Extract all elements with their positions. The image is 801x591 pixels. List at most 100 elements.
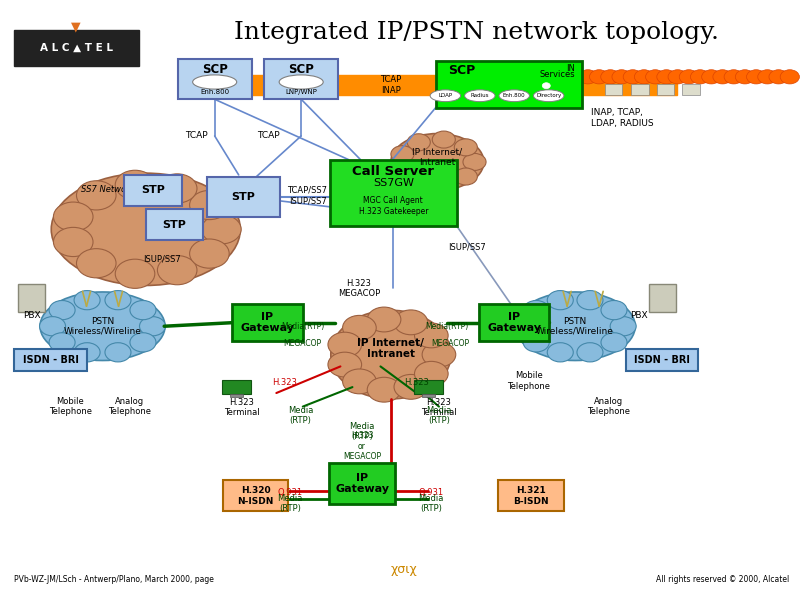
Circle shape xyxy=(690,70,710,84)
Circle shape xyxy=(190,190,229,220)
Circle shape xyxy=(758,70,777,84)
Circle shape xyxy=(49,333,75,352)
Ellipse shape xyxy=(430,90,461,102)
FancyBboxPatch shape xyxy=(649,284,676,312)
Text: Media(RTP): Media(RTP) xyxy=(425,322,469,332)
Circle shape xyxy=(433,131,455,148)
Circle shape xyxy=(646,70,665,84)
Circle shape xyxy=(657,70,676,84)
Text: SS7GW: SS7GW xyxy=(372,178,414,189)
Text: PBX: PBX xyxy=(630,311,648,320)
FancyBboxPatch shape xyxy=(605,84,622,95)
Circle shape xyxy=(668,70,687,84)
Text: TCAP: TCAP xyxy=(257,131,280,141)
FancyBboxPatch shape xyxy=(498,480,564,511)
Text: Mobile
Telephone: Mobile Telephone xyxy=(49,397,92,416)
Circle shape xyxy=(49,300,75,320)
Text: IN: IN xyxy=(566,64,575,73)
Text: PBX: PBX xyxy=(23,311,41,320)
Circle shape xyxy=(414,323,448,348)
FancyBboxPatch shape xyxy=(178,59,252,99)
Text: Q.931: Q.931 xyxy=(418,488,444,498)
Text: ISUP/SS7: ISUP/SS7 xyxy=(143,254,181,264)
Text: Media(RTP): Media(RTP) xyxy=(281,322,324,332)
Text: TCAP: TCAP xyxy=(185,131,207,141)
Circle shape xyxy=(407,173,430,190)
FancyBboxPatch shape xyxy=(14,349,87,371)
Circle shape xyxy=(454,168,477,185)
Circle shape xyxy=(523,333,549,352)
Text: STP: STP xyxy=(231,192,256,202)
Text: SCP: SCP xyxy=(448,64,475,77)
Circle shape xyxy=(394,375,428,400)
Circle shape xyxy=(105,343,131,362)
Text: Enh.800: Enh.800 xyxy=(503,93,525,98)
Text: LNP/WNP: LNP/WNP xyxy=(285,89,317,95)
FancyBboxPatch shape xyxy=(230,394,243,397)
FancyBboxPatch shape xyxy=(222,380,251,394)
Circle shape xyxy=(590,70,609,84)
Circle shape xyxy=(610,317,636,336)
Text: Radius: Radius xyxy=(470,93,489,98)
Ellipse shape xyxy=(280,75,323,89)
Circle shape xyxy=(433,176,455,193)
Text: Media
(RTP): Media (RTP) xyxy=(418,494,444,513)
Text: ▼: ▼ xyxy=(71,20,81,33)
FancyBboxPatch shape xyxy=(196,75,677,95)
Circle shape xyxy=(547,343,574,362)
Circle shape xyxy=(115,170,155,199)
Circle shape xyxy=(394,310,428,335)
Circle shape xyxy=(367,377,400,402)
Circle shape xyxy=(547,291,574,310)
Text: SCP: SCP xyxy=(288,63,314,76)
FancyBboxPatch shape xyxy=(264,59,338,99)
Circle shape xyxy=(328,352,361,377)
Circle shape xyxy=(422,342,456,367)
Circle shape xyxy=(514,317,540,336)
Circle shape xyxy=(74,343,100,362)
Text: SS7 Network: SS7 Network xyxy=(81,184,134,194)
Text: TCAP/SS7: TCAP/SS7 xyxy=(287,186,327,195)
Text: H.323
MEGACOP: H.323 MEGACOP xyxy=(338,279,380,298)
FancyBboxPatch shape xyxy=(479,304,549,341)
Circle shape xyxy=(414,361,448,386)
Circle shape xyxy=(74,291,100,310)
Text: ISUP/SS7: ISUP/SS7 xyxy=(448,242,486,252)
Text: MEGACOP: MEGACOP xyxy=(431,339,469,349)
Circle shape xyxy=(454,139,477,156)
Circle shape xyxy=(54,228,93,256)
FancyBboxPatch shape xyxy=(223,480,288,511)
Circle shape xyxy=(343,369,376,394)
Circle shape xyxy=(601,70,620,84)
FancyBboxPatch shape xyxy=(414,380,443,394)
Circle shape xyxy=(747,70,766,84)
Circle shape xyxy=(679,70,698,84)
Ellipse shape xyxy=(331,310,451,399)
Circle shape xyxy=(190,239,229,268)
Text: All rights reserved © 2000, Alcatel: All rights reserved © 2000, Alcatel xyxy=(656,575,789,584)
Text: Mobile
Telephone: Mobile Telephone xyxy=(507,372,550,391)
Circle shape xyxy=(577,343,603,362)
Circle shape xyxy=(391,161,414,178)
Ellipse shape xyxy=(515,292,635,361)
Ellipse shape xyxy=(40,292,165,361)
Text: Services: Services xyxy=(540,70,575,79)
Ellipse shape xyxy=(193,75,237,89)
Text: Q.931: Q.931 xyxy=(277,488,303,498)
Circle shape xyxy=(130,300,156,320)
Text: TCAP
INAP: TCAP INAP xyxy=(380,76,401,95)
Text: Media
(RTP): Media (RTP) xyxy=(426,406,452,425)
FancyBboxPatch shape xyxy=(682,84,700,95)
Ellipse shape xyxy=(465,90,495,102)
Text: H.323
Terminal: H.323 Terminal xyxy=(224,398,260,417)
Text: IP
Gateway: IP Gateway xyxy=(240,312,295,333)
Text: ISUP/SS7: ISUP/SS7 xyxy=(289,196,327,206)
FancyBboxPatch shape xyxy=(207,177,280,217)
Circle shape xyxy=(780,70,799,84)
Circle shape xyxy=(202,215,241,244)
Text: A L C ▲ T E L: A L C ▲ T E L xyxy=(39,43,113,53)
Circle shape xyxy=(523,300,549,320)
Text: IP
Gateway: IP Gateway xyxy=(487,312,541,333)
Text: IP Internet/
Intranet: IP Internet/ Intranet xyxy=(357,338,425,359)
Text: Media
(RTP): Media (RTP) xyxy=(349,422,375,441)
